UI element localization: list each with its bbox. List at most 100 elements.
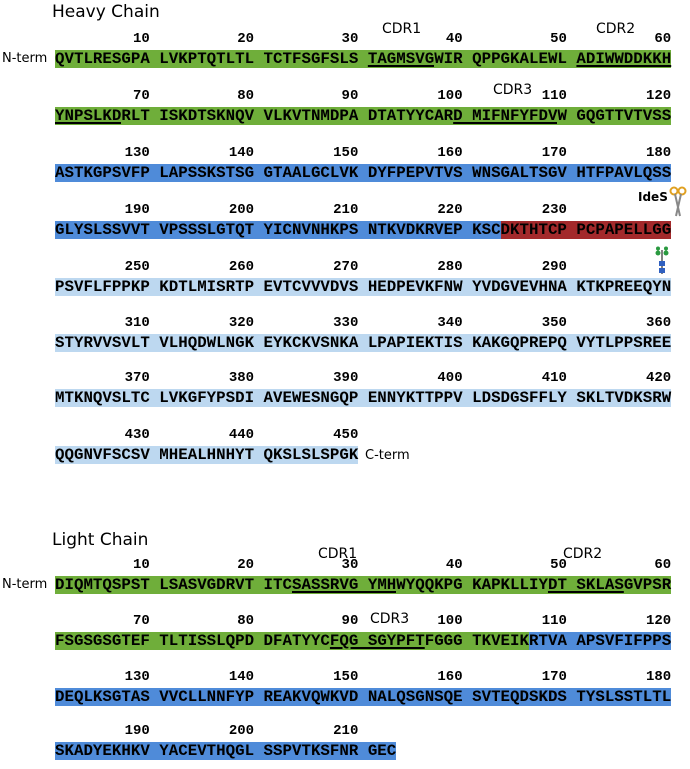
position-number: 250 [124,259,150,275]
sequence-row: DEQLKSGTAS VVCLLNNFYP REAKVQWKVD NALQSGN… [55,688,672,706]
position-number: 40 [445,557,463,573]
position-number: 120 [645,613,672,629]
glycan-icon [655,246,669,274]
position-number: 150 [333,669,359,685]
cdr-label: CDR2 [563,546,603,562]
position-number: 180 [645,145,672,161]
sequence-segment: SKADYEKHKV YACEVTHQGL SSPVTKSFNR GEC [55,742,397,760]
position-number: 140 [228,145,255,161]
light-title: Light Chain [52,530,149,550]
sequence-segment: RLT ISKDTSKNQV VLKVTNMDPA DTATYYCAR [121,107,454,125]
position-number: 290 [541,259,567,275]
sequence-row: DIQMTQSPST LSASVGDRVT ITCSASSRVG YMHWYQQ… [55,576,672,594]
position-number: 140 [228,669,255,685]
position-number: 380 [228,370,255,386]
position-number: 210 [333,202,359,218]
position-number: 390 [333,370,359,386]
cdr-label: CDR1 [318,546,358,562]
position-number: 360 [645,315,672,331]
sequence-segment: SASSRVG YMH [292,576,397,594]
position-number: 210 [333,723,359,739]
sequence-row: PSVFLFPPKP KDTLMISRTP EVTCVVVDVS HEDPEVK… [55,278,672,296]
enzyme-label: IdeS [638,190,668,204]
sequence-segment: FQG SGYPFT [329,632,425,650]
position-number: 20 [237,557,255,573]
sequence-segment: PSVFLFPPKP KDTLMISRTP EVTCVVVDVS HEDPEVK… [55,278,672,296]
sequence-segment: DIQMTQSPST LSASVGDRVT ITC [55,576,292,594]
sequence-segment: WIR QPPGKALEWL [434,50,577,68]
position-number: 120 [645,88,672,104]
sequence-row: FSGSGSGTEF TLTISSLQPD DFATYYCFQG SGYPFTF… [55,632,672,650]
sequence-segment: STYRVVSVLT VLHQDWLNGK EYKCKVSNKA LPAPIEK… [55,334,672,352]
n-term: N-term [2,51,48,66]
position-number: 200 [228,202,255,218]
sequence-segment: MTKNQVSLTC LVKGFYPSDI AVEWESNGQP ENNYKTT… [55,389,672,407]
cdr-label: CDR1 [382,21,422,37]
sequence-row: QVTLRESGPA LVKPTQTLTL TCTFSGFSLS TAGMSVG… [55,50,672,68]
n-term: N-term [2,577,48,592]
position-number: 60 [654,31,672,47]
sequence-segment: D MIFNFYFDV [453,107,558,125]
position-number: 20 [237,31,255,47]
position-number: 100 [437,613,463,629]
position-number: 280 [437,259,463,275]
sequence-segment: FSGSGSGTEF TLTISSLQPD DFATYYC [55,632,330,650]
sequence-row: SKADYEKHKV YACEVTHQGL SSPVTKSFNR GEC [55,742,397,760]
position-number: 100 [437,88,463,104]
position-number: 220 [437,202,463,218]
position-number: 370 [124,370,150,386]
position-number: 330 [333,315,359,331]
position-number: 10 [132,557,150,573]
sequence-segment: GVPSR [623,576,672,594]
position-number: 90 [341,88,359,104]
position-number: 30 [341,31,359,47]
position-number: 350 [541,315,567,331]
position-number: 170 [541,145,567,161]
sequence-segment: ADIWWDDKKH [576,50,672,68]
sequence-row: ASTKGPSVFP LAPSSKSTSG GTAALGCLVK DYFPEPV… [55,164,672,182]
sequence-row: MTKNQVSLTC LVKGFYPSDI AVEWESNGQP ENNYKTT… [55,389,672,407]
position-number: 80 [237,88,255,104]
position-number: 440 [228,427,255,443]
sequence-segment: QQGNVFSCSV MHEALHNHYT QKSLSLSPGK [55,446,359,464]
position-number: 130 [124,145,150,161]
position-number: 70 [132,88,150,104]
sequence-row: YNPSLKDRLT ISKDTSKNQV VLKVTNMDPA DTATYYC… [55,107,672,125]
cdr-label: CDR2 [596,21,636,37]
sequence-segment: ASTKGPSVFP LAPSSKSTSG GTAALGCLVK DYFPEPV… [55,164,672,182]
position-number: 50 [550,557,567,573]
cdr-label: CDR3 [493,82,533,98]
position-number: 430 [124,427,150,443]
position-number: 10 [132,31,150,47]
position-number: 30 [341,557,359,573]
position-number: 340 [437,315,463,331]
position-number: 230 [541,202,567,218]
position-number: 420 [645,370,672,386]
position-number: 410 [541,370,567,386]
position-number: 110 [541,613,567,629]
position-number: 160 [437,145,463,161]
position-number: 170 [541,669,567,685]
position-number: 320 [228,315,255,331]
sequence-segment: DEQLKSGTAS VVCLLNNFYP REAKVQWKVD NALQSGN… [55,688,672,706]
sequence-segment: DKTHTCP PCPAPELLGG [500,221,672,239]
position-number: 160 [437,669,463,685]
sequence-segment: GLYSLSSVVT VPSSSLGTQT YICNVNHKPS NTKVDKR… [55,221,501,239]
sequence-segment: QVTLRESGPA LVKPTQTLTL TCTFSGFSLS [55,50,368,68]
c-term: C-term [365,448,410,463]
position-number: 310 [124,315,150,331]
sequence-segment: RTVA APSVFIFPPS [529,632,672,650]
sequence-segment: DT SKLAS [547,576,624,594]
position-number: 270 [333,259,359,275]
sequence-row: GLYSLSSVVT VPSSSLGTQT YICNVNHKPS NTKVDKR… [55,221,672,239]
position-number: 190 [124,202,150,218]
sequence-segment: W GQGTTVTVSS [557,107,672,125]
cdr-label: CDR3 [370,611,410,627]
position-number: 260 [228,259,255,275]
position-number: 180 [645,669,672,685]
position-number: 200 [228,723,255,739]
sequence-row: QQGNVFSCSV MHEALHNHYT QKSLSLSPGK [55,446,359,464]
position-number: 190 [124,723,150,739]
position-number: 110 [541,88,567,104]
